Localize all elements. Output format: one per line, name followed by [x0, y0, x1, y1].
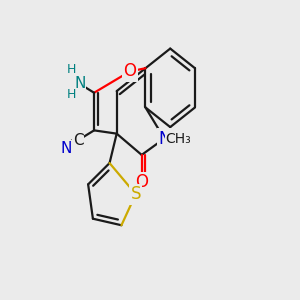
Text: H: H [66, 88, 76, 101]
Text: CH₃: CH₃ [166, 131, 191, 146]
Text: C: C [73, 133, 83, 148]
Text: O: O [135, 173, 148, 191]
Text: N: N [61, 141, 72, 156]
Text: H: H [66, 63, 76, 76]
Text: S: S [130, 185, 141, 203]
Text: N: N [74, 76, 85, 92]
Text: O: O [123, 62, 136, 80]
Text: N: N [158, 130, 170, 148]
